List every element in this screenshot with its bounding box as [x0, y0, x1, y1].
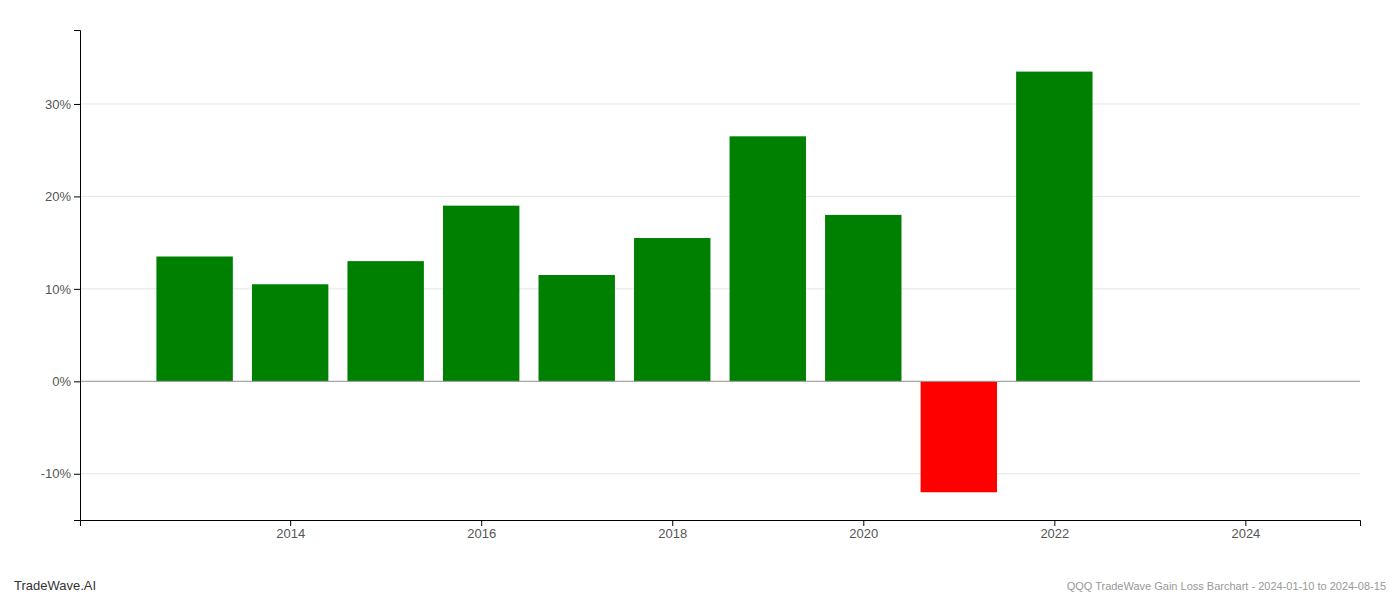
grid [80, 104, 1360, 474]
x-tick-label: 2020 [849, 526, 878, 541]
x-tick-mark [1245, 520, 1246, 526]
y-axis-line [74, 31, 81, 521]
footer-right: QQQ TradeWave Gain Loss Barchart - 2024-… [1067, 580, 1386, 592]
zero-line [80, 381, 1360, 382]
bar [156, 257, 232, 382]
y-tick-label: 0% [52, 374, 71, 389]
bar [825, 215, 901, 381]
x-tick-mark [672, 520, 673, 526]
grid-line [80, 473, 1360, 474]
x-tick: 2016 [467, 520, 496, 541]
y-tick: 30% [45, 97, 80, 112]
y-tick: -10% [41, 466, 80, 481]
grid-line [80, 103, 1360, 104]
x-tick-label: 2018 [658, 526, 687, 541]
y-tick-mark [74, 474, 80, 475]
y-tick: 0% [52, 374, 80, 389]
x-axis: 2014 2016 2018 2020 2022 2024 [81, 520, 1361, 541]
y-tick: 20% [45, 189, 80, 204]
footer: TradeWave.AI QQQ TradeWave Gain Loss Barc… [14, 578, 1386, 593]
x-tick: 2022 [1040, 520, 1069, 541]
x-tick: 2020 [849, 520, 878, 541]
y-tick-label: 30% [45, 97, 71, 112]
x-axis-line [81, 521, 1361, 527]
chart: -10% 0% 10% 20% 30% 2014 2016 2018 2020 2022 2024 T… [0, 0, 1400, 600]
x-tick-label: 2014 [276, 526, 305, 541]
bar [921, 381, 997, 492]
plot: -10% 0% 10% 20% 30% 2014 2016 2018 2020 2022 2024 [41, 31, 1361, 542]
x-tick: 2024 [1231, 520, 1260, 541]
y-tick-mark [74, 289, 80, 290]
footer-left: TradeWave.AI [14, 578, 96, 593]
bar [730, 136, 806, 381]
grid-line [80, 196, 1360, 197]
x-tick-mark [481, 520, 482, 526]
x-tick: 2014 [276, 520, 305, 541]
bar [347, 261, 423, 381]
y-tick-label: 10% [45, 282, 71, 297]
x-tick: 2018 [658, 520, 687, 541]
bar [1016, 72, 1092, 382]
x-tick-mark [1054, 520, 1055, 526]
y-tick-mark [74, 381, 80, 382]
grid-line [80, 381, 1360, 382]
y-tick: 10% [45, 282, 80, 297]
y-axis: -10% 0% 10% 20% 30% [41, 31, 81, 521]
x-tick-label: 2022 [1040, 526, 1069, 541]
bar [443, 206, 519, 382]
y-tick-label: 20% [45, 189, 71, 204]
x-tick-label: 2016 [467, 526, 496, 541]
y-tick-mark [74, 196, 80, 197]
x-tick-label: 2024 [1231, 526, 1260, 541]
y-tick-mark [74, 104, 80, 105]
y-tick-label: -10% [41, 466, 72, 481]
bars [156, 72, 1092, 493]
bar [634, 238, 710, 381]
x-tick-mark [863, 520, 864, 526]
x-tick-mark [290, 520, 291, 526]
bar [539, 275, 615, 381]
bar [252, 284, 328, 381]
